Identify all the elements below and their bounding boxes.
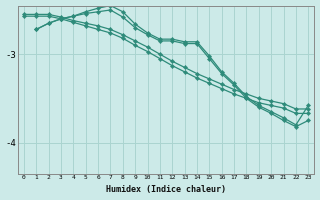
- X-axis label: Humidex (Indice chaleur): Humidex (Indice chaleur): [106, 185, 226, 194]
